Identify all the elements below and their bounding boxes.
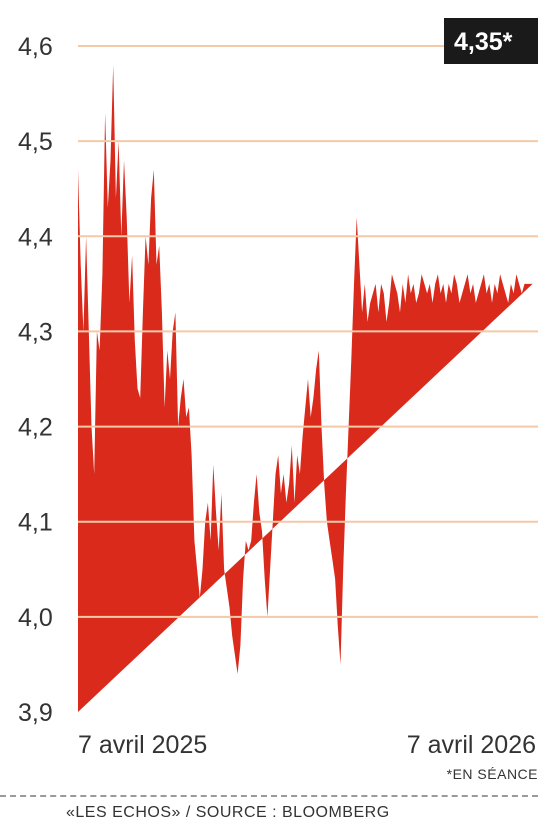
y-tick-label: 4,3	[18, 318, 53, 346]
y-tick-label: 4,0	[18, 604, 53, 632]
y-tick-label: 3,9	[18, 699, 53, 727]
callout-label: 4,35*	[454, 28, 513, 56]
yield-area	[78, 65, 533, 712]
x-tick-label: 7 avril 2026	[407, 731, 536, 759]
intraday-note: *EN SÉANCE	[446, 766, 538, 782]
area-layer	[78, 65, 533, 712]
dashed-divider	[0, 795, 538, 797]
x-tick-label: 7 avril 2025	[78, 731, 207, 759]
callout-box	[444, 18, 538, 64]
y-tick-label: 4,2	[18, 414, 53, 442]
last-value-callout: 4,35*	[444, 18, 538, 64]
x-axis-ticks: 7 avril 2025 7 avril 2026	[78, 731, 536, 759]
y-tick-label: 4,5	[18, 128, 53, 156]
y-tick-label: 4,4	[18, 223, 53, 251]
y-tick-label: 4,1	[18, 509, 53, 537]
source-credit: «LES ECHOS» / SOURCE : BLOOMBERG	[66, 804, 390, 821]
y-axis-ticks: 4,6 4,5 4,4 4,3 4,2 4,1 4,0 3,9	[18, 33, 53, 727]
grid-layer	[78, 45, 538, 618]
y-tick-label: 4,6	[18, 33, 53, 61]
